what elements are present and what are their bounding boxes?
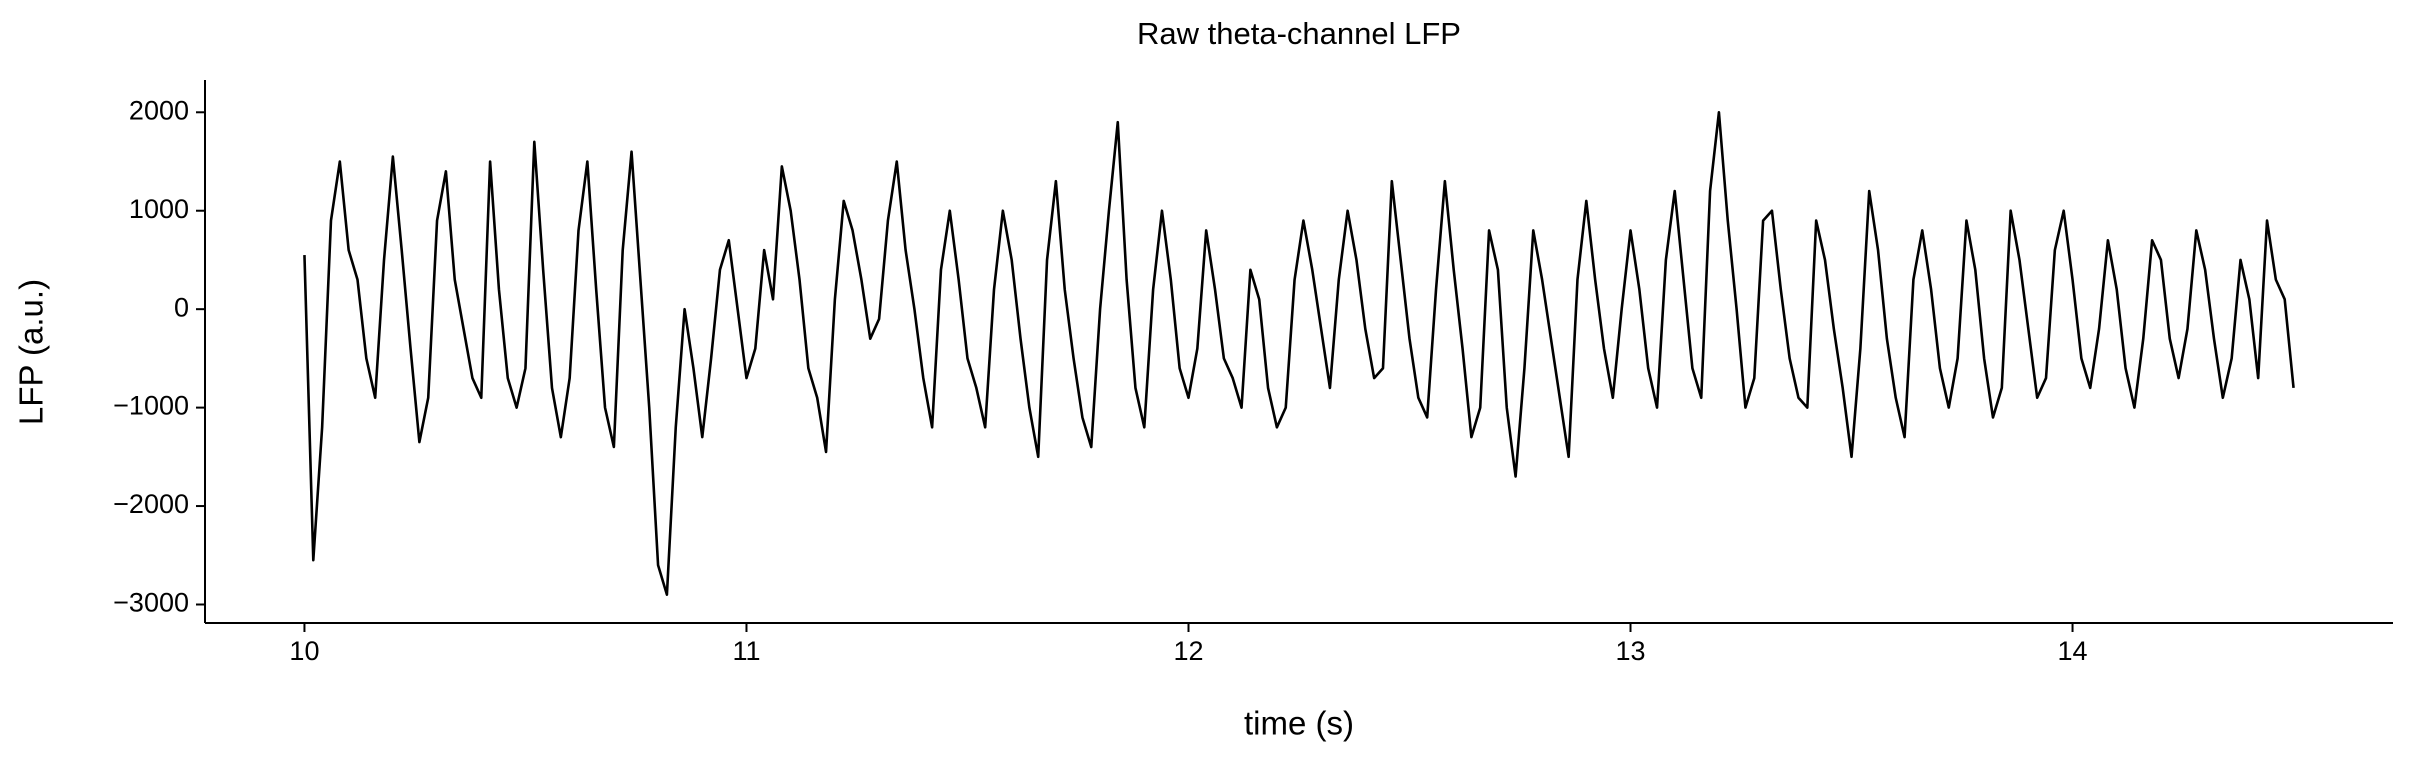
y-tick-label: −2000: [113, 489, 189, 519]
y-tick-label: −3000: [113, 588, 189, 618]
x-axis-label: time (s): [1244, 705, 1354, 742]
y-tick-label: 1000: [129, 194, 189, 224]
x-tick-label: 12: [1173, 636, 1203, 666]
y-axis-label: LFP (a.u.): [13, 279, 50, 425]
y-tick-label: −1000: [113, 391, 189, 421]
x-tick-label: 13: [1615, 636, 1645, 666]
x-tick-label: 10: [289, 636, 319, 666]
y-tick-label: 0: [174, 292, 189, 322]
y-tick-label: 2000: [129, 95, 189, 125]
chart-title: Raw theta-channel LFP: [1137, 16, 1461, 51]
x-tick-label: 11: [732, 636, 760, 666]
x-tick-label: 14: [2058, 636, 2088, 666]
lfp-trace: [303, 110, 2295, 596]
